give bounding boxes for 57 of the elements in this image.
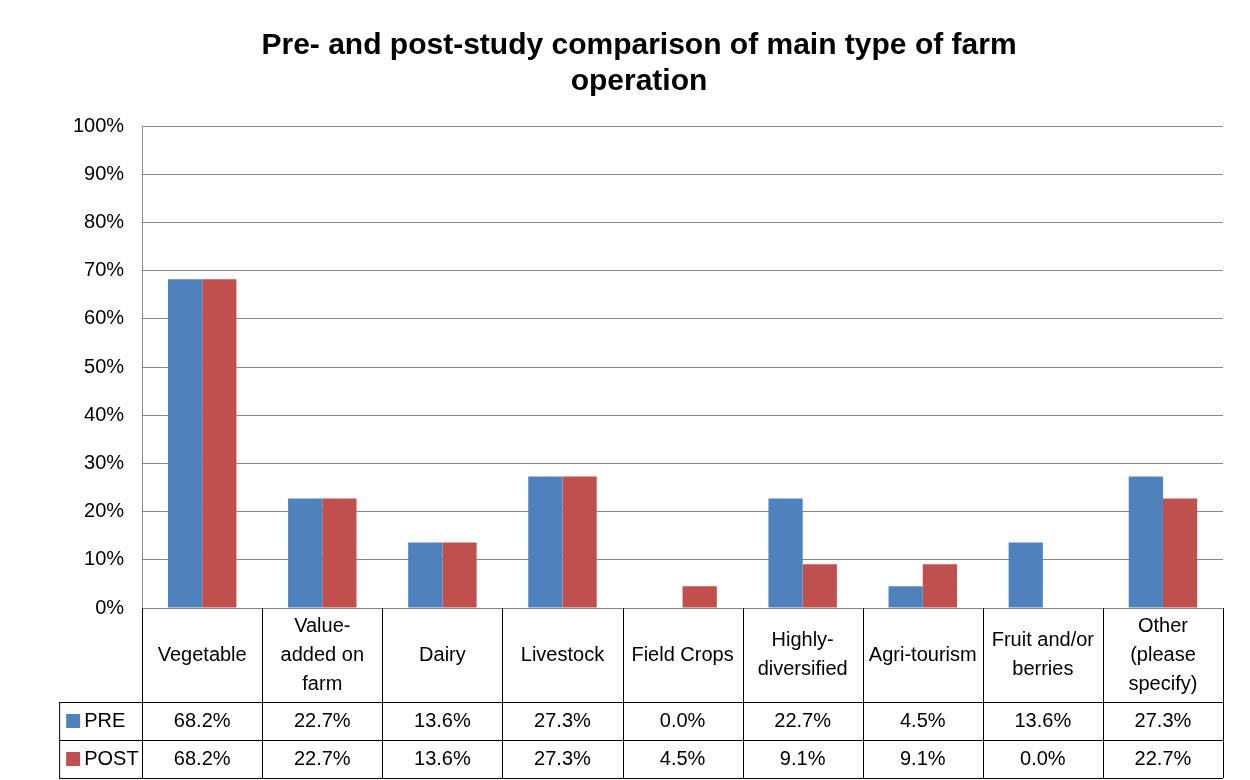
bar <box>682 586 717 608</box>
legend-label: POST <box>84 746 139 769</box>
bar <box>1008 542 1043 608</box>
chart-title: Pre- and post-study comparison of main type of farm operation <box>261 27 1017 97</box>
x-tick-label: Livestock <box>520 642 606 665</box>
bar <box>288 498 323 608</box>
bar <box>202 279 237 608</box>
y-tick-label: 0% <box>95 595 125 618</box>
x-tick-label: Dairy <box>419 642 466 665</box>
y-tick-label: 60% <box>84 306 125 329</box>
data-label: 27.3% <box>534 708 592 731</box>
data-label: 68.2% <box>173 746 231 769</box>
x-tick-label: Agri-tourism <box>868 642 977 665</box>
data-label: 22.7% <box>293 708 351 731</box>
data-label: 9.1% <box>779 746 826 769</box>
data-label: 22.7% <box>1134 746 1192 769</box>
bar <box>888 586 923 608</box>
data-label: 9.1% <box>899 746 946 769</box>
bar <box>1128 476 1163 608</box>
x-tick-label: Field Crops <box>631 642 734 665</box>
x-tick-label: Fruit and/or berries <box>991 628 1095 680</box>
bar <box>167 279 203 608</box>
bar <box>528 476 563 608</box>
y-tick-label: 40% <box>84 402 125 425</box>
y-tick-label: 100% <box>73 113 125 136</box>
y-tick-label: 50% <box>84 354 125 377</box>
bar <box>562 476 597 608</box>
data-label: 13.6% <box>1014 708 1072 731</box>
data-label: 27.3% <box>534 746 592 769</box>
data-label: 13.6% <box>414 746 471 769</box>
y-tick-label: 30% <box>84 450 125 473</box>
y-tick-label: 20% <box>84 499 125 522</box>
y-tick-label: 10% <box>84 547 125 570</box>
x-tick-label: Highly-diversified <box>757 628 848 680</box>
bar <box>322 498 357 608</box>
bar <box>768 498 803 608</box>
bar <box>442 542 477 608</box>
y-tick-label: 80% <box>84 209 125 232</box>
data-label: 13.6% <box>414 708 471 731</box>
bar <box>408 542 443 608</box>
y-tick-label: 70% <box>84 258 125 281</box>
data-label: 4.5% <box>899 708 946 731</box>
data-label: 0.0% <box>1020 746 1066 769</box>
data-label: 68.2% <box>173 708 231 731</box>
x-tick-label: Value-added on farm <box>280 613 364 694</box>
y-tick-label: 90% <box>84 161 125 184</box>
data-label: 27.3% <box>1134 708 1192 731</box>
data-label: 4.5% <box>659 746 706 769</box>
data-label: 22.7% <box>293 746 351 769</box>
bar <box>1162 498 1198 608</box>
x-tick-label: Other (please specify) <box>1128 613 1198 694</box>
bar <box>802 564 837 608</box>
data-label: 22.7% <box>774 708 832 731</box>
data-label: 0.0% <box>659 708 706 731</box>
x-tick-label: Vegetable <box>157 642 247 665</box>
legend-label: PRE <box>84 708 126 731</box>
bar <box>922 564 957 608</box>
